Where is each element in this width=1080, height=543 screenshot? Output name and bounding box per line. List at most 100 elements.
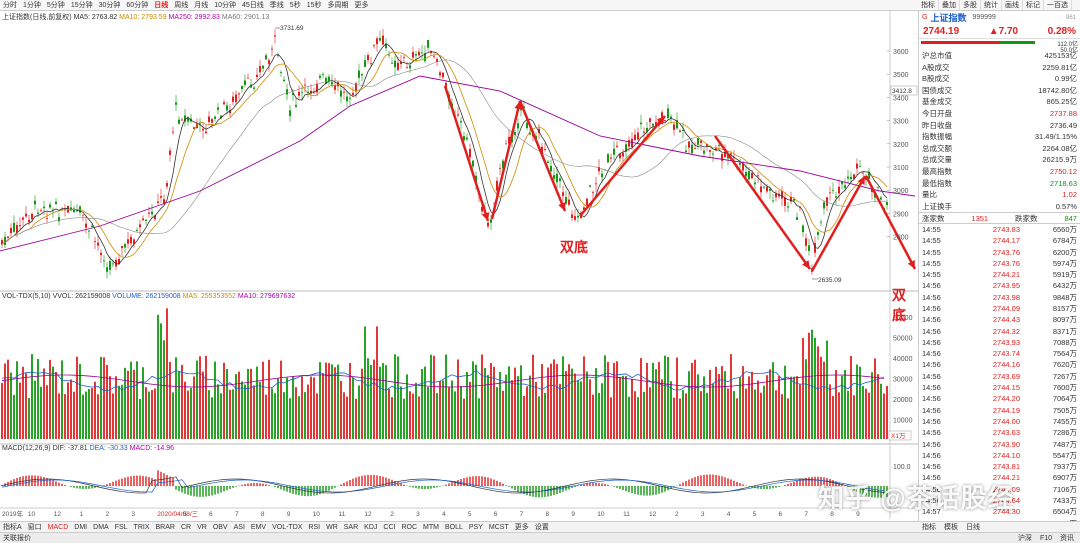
indicator-tab-1[interactable]: 窗口 bbox=[27, 523, 42, 531]
volume-bar bbox=[376, 326, 378, 439]
period-0-button[interactable]: 分时 bbox=[3, 1, 17, 9]
volume-bar bbox=[391, 397, 393, 439]
status-button-1[interactable]: F10 bbox=[1039, 535, 1052, 542]
volume-bar bbox=[250, 368, 252, 439]
period-6-button[interactable]: 日线 bbox=[154, 1, 169, 9]
volume-bar bbox=[673, 397, 675, 439]
candle-body bbox=[418, 51, 420, 56]
indicator-tab-17[interactable]: KDJ bbox=[364, 523, 378, 531]
kline-chart-area[interactable]: 3600 3500 3400 3300 3200 3100 3000 2900 2800 3412… bbox=[0, 11, 918, 519]
indicator-tab-2[interactable]: MACD bbox=[47, 523, 69, 531]
date-axis-label: 12 bbox=[54, 511, 62, 518]
tick-list[interactable]: 14:55 2743.83 6560万 14:55 2744.17 6784万 14:55 2… bbox=[919, 224, 1080, 543]
indicator-tab-23[interactable]: MCST bbox=[488, 523, 509, 531]
tool-2-button[interactable]: 多股 bbox=[960, 0, 981, 10]
period-5-button[interactable]: 60分钟 bbox=[126, 1, 149, 9]
candle-body bbox=[1, 240, 3, 245]
volume-bar bbox=[328, 363, 330, 439]
indicator-tab-16[interactable]: SAR bbox=[343, 523, 359, 531]
index-name[interactable]: 上证指数 bbox=[930, 13, 967, 23]
indicator-tab-22[interactable]: PSY bbox=[468, 523, 483, 531]
period-4-button[interactable]: 30分钟 bbox=[98, 1, 121, 9]
tick-price: 2743.98 bbox=[992, 292, 1020, 302]
volume-bar bbox=[853, 395, 855, 439]
indicator-tab-13[interactable]: VOL-TDX bbox=[272, 523, 303, 531]
chart-canvas[interactable]: 3600350034003300320031003000290028003412… bbox=[0, 11, 918, 519]
indicator-tab-7[interactable]: BRAR bbox=[155, 523, 175, 531]
status-button-0[interactable]: 沪深 bbox=[1017, 535, 1032, 542]
candle-body bbox=[193, 127, 195, 130]
indicator-tab-12[interactable]: EMV bbox=[250, 523, 267, 531]
tool-0-button[interactable]: 指标 bbox=[918, 0, 939, 10]
volume-bar bbox=[349, 362, 351, 439]
volume-bar bbox=[523, 396, 525, 439]
indicator-tab-5[interactable]: FSL bbox=[114, 523, 128, 531]
indicator-tab-8[interactable]: CR bbox=[180, 523, 192, 531]
candle-body bbox=[346, 96, 348, 102]
volume-bar bbox=[796, 376, 798, 439]
indicator-tab-18[interactable]: CCI bbox=[383, 523, 396, 531]
volume-bar bbox=[22, 366, 24, 439]
tool-5-button[interactable]: 标记 bbox=[1023, 0, 1044, 10]
candle-body bbox=[619, 153, 621, 159]
candle-body bbox=[202, 128, 204, 131]
indicator-tab-19[interactable]: ROC bbox=[401, 523, 418, 531]
stat-row: 指数振幅 31.49/1.15% bbox=[919, 131, 1080, 143]
candle-body bbox=[796, 217, 798, 220]
volume-bar bbox=[454, 391, 456, 439]
volume-bar bbox=[616, 361, 618, 439]
period-3-button[interactable]: 15分钟 bbox=[70, 1, 93, 9]
date-axis-label: 8 bbox=[546, 511, 550, 518]
period-14-button[interactable]: 多周期 bbox=[327, 1, 349, 9]
volume-bar bbox=[1, 382, 3, 439]
tool-6-button[interactable]: 一百选 bbox=[1044, 0, 1072, 10]
right-tab-1[interactable]: 模板 bbox=[944, 524, 958, 531]
indicator-tab-24[interactable]: 更多 bbox=[514, 523, 529, 531]
candle-body bbox=[832, 189, 834, 191]
period-13-button[interactable]: 15秒 bbox=[306, 1, 322, 9]
tool-3-button[interactable]: 统计 bbox=[981, 0, 1002, 10]
indicator-tab-20[interactable]: MTM bbox=[423, 523, 439, 531]
period-1-button[interactable]: 1分钟 bbox=[23, 1, 41, 9]
candle-body bbox=[373, 45, 375, 47]
indicator-tab-6[interactable]: TRIX bbox=[133, 523, 150, 531]
period-11-button[interactable]: 季线 bbox=[269, 1, 284, 9]
status-button-2[interactable]: 资讯 bbox=[1060, 535, 1074, 542]
volume-bar bbox=[670, 381, 672, 439]
indicator-tab-14[interactable]: RSI bbox=[308, 523, 321, 531]
period-2-button[interactable]: 5分钟 bbox=[46, 1, 65, 9]
tick-volume: 8157万 bbox=[1052, 303, 1077, 313]
indicator-tab-25[interactable]: 设置 bbox=[534, 523, 549, 531]
tool-4-button[interactable]: 画线 bbox=[1002, 0, 1023, 10]
period-12-button[interactable]: 5秒 bbox=[289, 1, 301, 9]
indicator-tab-9[interactable]: VR bbox=[197, 523, 207, 531]
volume-bar bbox=[574, 373, 576, 439]
right-tab-0[interactable]: 指标 bbox=[922, 524, 936, 531]
indicator-tab-11[interactable]: ASI bbox=[233, 523, 245, 531]
tick-volume: 7286万 bbox=[1052, 428, 1077, 438]
tick-time: 14:55 bbox=[922, 258, 941, 268]
period-9-button[interactable]: 10分钟 bbox=[214, 1, 236, 9]
indicator-tab-4[interactable]: DMA bbox=[93, 523, 109, 531]
candle-body bbox=[43, 206, 45, 209]
right-tab-2[interactable]: 日线 bbox=[966, 524, 980, 531]
candle-body bbox=[274, 35, 276, 37]
indicator-tab-10[interactable]: OBV bbox=[212, 523, 228, 531]
indicator-tab-21[interactable]: BOLL bbox=[444, 523, 463, 531]
indicator-tab-15[interactable]: WR bbox=[326, 523, 338, 531]
indicator-tab-3[interactable]: DMI bbox=[74, 523, 88, 531]
tool-1-button[interactable]: 叠加 bbox=[939, 0, 960, 10]
period-10-button[interactable]: 45日线 bbox=[242, 1, 264, 9]
period-7-button[interactable]: 周线 bbox=[174, 1, 189, 9]
period-15-button[interactable]: 更多 bbox=[354, 1, 369, 9]
volume-bar bbox=[877, 374, 879, 439]
status-left[interactable]: 关联报价 bbox=[3, 535, 31, 542]
volume-bar bbox=[247, 368, 249, 439]
period-8-button[interactable]: 月线 bbox=[194, 1, 209, 9]
volume-bar bbox=[808, 332, 810, 439]
indicator-tab-0[interactable]: 指标A bbox=[3, 523, 22, 531]
candle-body bbox=[712, 153, 714, 155]
candle-body bbox=[169, 150, 171, 155]
candle-body bbox=[727, 154, 729, 159]
candle-body bbox=[55, 201, 57, 204]
